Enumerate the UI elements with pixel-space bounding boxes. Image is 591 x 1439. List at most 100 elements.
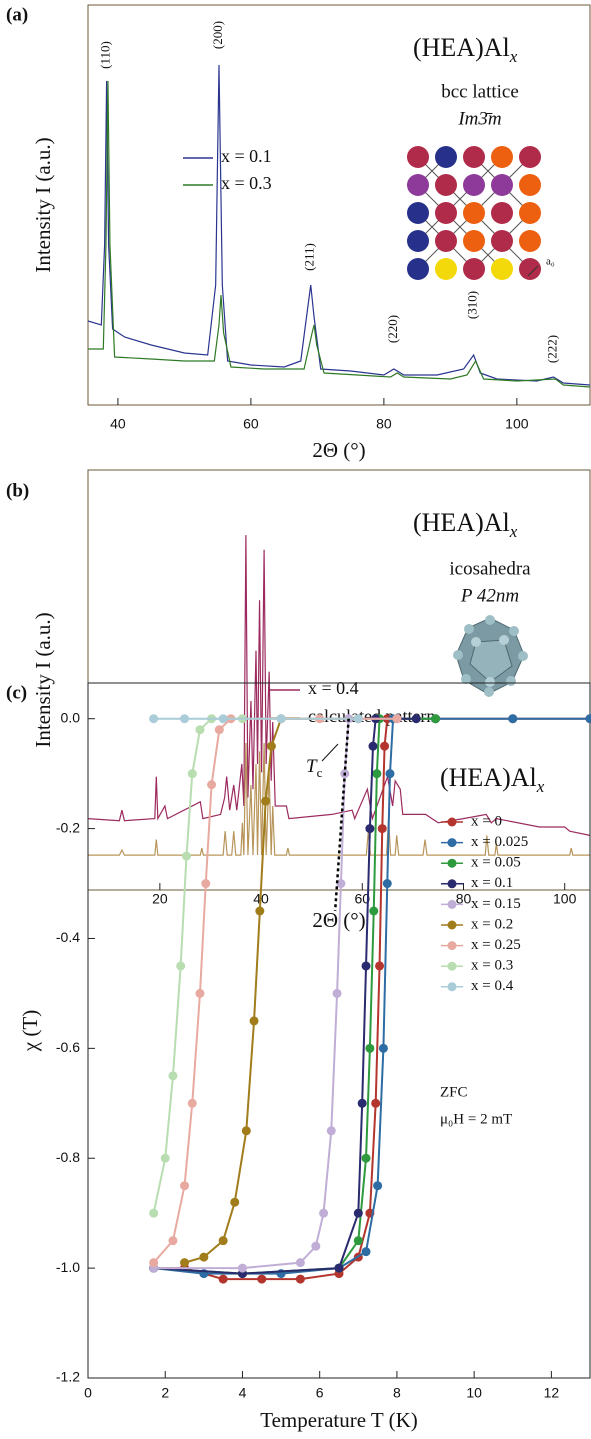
marker [377,824,387,834]
marker [181,851,191,861]
y-axis-label: Intensity I (a.u.) [31,137,55,272]
space-group: P 42nm [460,585,519,606]
marker [241,1126,251,1136]
marker [378,1043,388,1053]
marker [411,714,421,724]
x-tick-label: 20 [152,891,168,907]
marker [365,824,375,834]
peak-label: (222) [544,335,559,363]
title: (HEA)Alx [413,33,518,66]
peak-label: (200) [210,21,225,49]
marker [361,1247,371,1257]
marker [295,1274,305,1284]
marker [361,1153,371,1163]
marker [149,1258,159,1268]
series-line [88,535,590,836]
tc-label: Tc [306,756,323,780]
marker [237,1263,247,1273]
marker [385,769,395,779]
marker [180,1181,190,1191]
marker [353,714,363,724]
x-tick-label: 60 [243,416,259,432]
legend-label: x = 0.2 [471,916,513,932]
lattice-atoms [407,146,541,280]
marker [371,1098,381,1108]
series-line [88,742,590,856]
marker [218,714,228,724]
legend-marker [447,920,457,930]
marker [218,1274,228,1284]
marker [168,1236,178,1246]
legend-marker [447,941,457,951]
x-tick-label: 12 [544,1385,560,1401]
icosahedron [453,615,528,697]
plot-frame [87,4,591,406]
title-sub: x [536,777,545,796]
marker [365,1043,375,1053]
peak-label: (220) [385,315,400,343]
y-tick-label: -0.8 [56,1149,80,1165]
legend-label: x = 0.4 [308,678,359,698]
marker [585,714,591,724]
marker [176,961,186,971]
panel-label: (c) [6,682,27,703]
x-tick-label: 80 [456,891,472,907]
marker [431,714,441,724]
marker [207,780,217,790]
x-tick-label: 2 [161,1385,169,1401]
legend-marker [447,817,457,827]
title: (HEA)Alx [440,763,545,796]
space-group: Im3̄m [457,108,501,129]
panel-label: (b) [6,480,29,501]
x-axis-label: 2Θ (°) [312,438,365,462]
marker [380,741,390,751]
x-tick-label: 10 [466,1385,482,1401]
note: μ₀H = 2 mT [440,1111,512,1127]
title-main: (HEA)Al [413,33,510,62]
lattice-label: a₀ [546,256,555,268]
marker [361,961,371,971]
x-tick-label: 100 [505,416,529,432]
note: ZFC [440,1084,468,1100]
legend-label: x = 0.025 [471,834,528,850]
subtitle: bcc lattice [441,81,519,102]
marker [392,714,402,724]
y-tick-label: -1.0 [56,1259,80,1275]
marker [326,1126,336,1136]
marker [508,714,518,724]
legend-label: x = 0 [471,813,502,829]
marker [368,741,378,751]
marker [187,1098,197,1108]
marker [195,725,205,735]
marker [160,1153,170,1163]
marker [195,988,205,998]
marker [372,769,382,779]
legend-marker [447,961,457,971]
series-line [88,80,590,388]
legend-label: x = 0.05 [471,855,521,871]
marker [201,879,211,889]
legend-label: x = 0.3 [471,958,513,974]
marker [187,769,197,779]
marker [295,1258,305,1268]
y-tick-label: -0.6 [56,1039,80,1055]
x-tick-label: 40 [110,416,126,432]
x-tick-label: 0 [84,1385,92,1401]
marker [257,1274,267,1284]
tc-sub: c [317,765,323,780]
subtitle: icosahedra [449,558,531,579]
marker [369,906,379,916]
marker [180,1258,190,1268]
title-sub: x [509,522,518,541]
x-axis-label: Temperature T (K) [260,1408,418,1432]
legend-label: calculated pattern [308,706,435,726]
series-line [153,717,417,1275]
legend-label: x = 0.15 [471,896,521,912]
marker [375,961,385,971]
title-main: (HEA)Al [440,763,537,792]
tc-line [333,718,350,912]
peak-label: (110) [98,41,113,69]
panel-label: (a) [6,4,28,25]
series-line [88,64,590,386]
marker [353,1236,363,1246]
